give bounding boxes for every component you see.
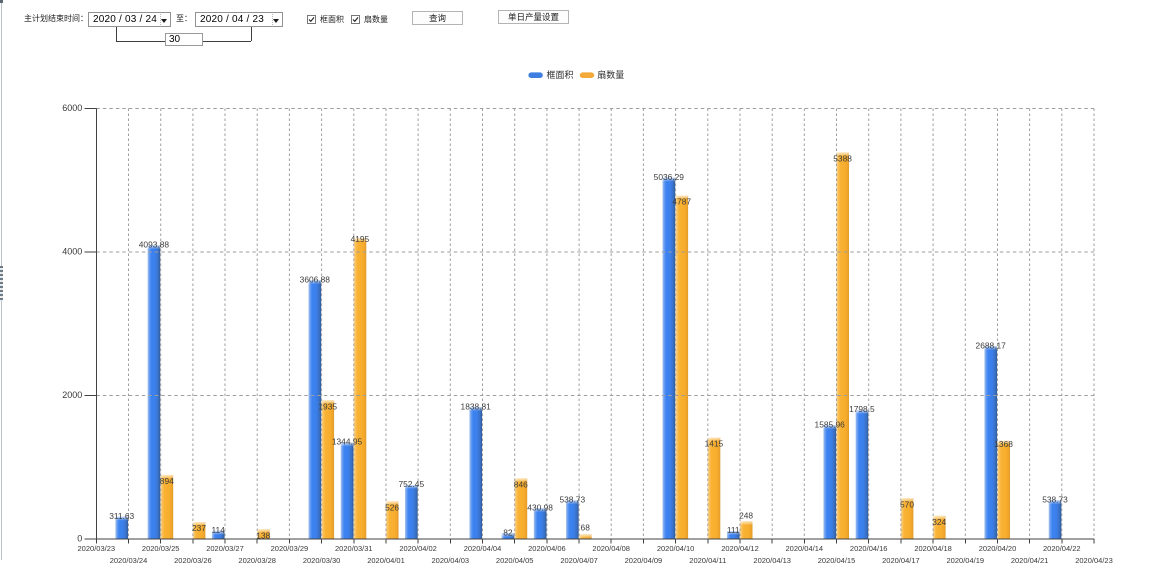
svg-text:2020/04/21: 2020/04/21 <box>1011 556 1049 565</box>
svg-text:2020/04/10: 2020/04/10 <box>657 544 695 553</box>
svg-text:2020/03/28: 2020/03/28 <box>238 556 276 565</box>
svg-text:2020/04/23: 2020/04/23 <box>1075 556 1113 565</box>
svg-text:570: 570 <box>900 499 914 509</box>
svg-text:2020/03/25: 2020/03/25 <box>142 544 180 553</box>
svg-text:2020/04/15: 2020/04/15 <box>818 556 856 565</box>
svg-text:2020/04/02: 2020/04/02 <box>399 544 437 553</box>
svg-text:4195: 4195 <box>351 234 370 244</box>
svg-text:846: 846 <box>514 480 528 490</box>
svg-text:538.73: 538.73 <box>559 495 585 505</box>
svg-text:5036.29: 5036.29 <box>654 172 685 182</box>
svg-text:111: 111 <box>727 525 740 535</box>
svg-text:1368: 1368 <box>994 439 1013 449</box>
svg-text:2020/04/12: 2020/04/12 <box>721 544 759 553</box>
svg-text:2020/04/08: 2020/04/08 <box>592 544 630 553</box>
svg-text:2020/04/07: 2020/04/07 <box>560 556 598 565</box>
svg-text:2020/04/17: 2020/04/17 <box>882 556 920 565</box>
svg-text:430.98: 430.98 <box>527 502 553 512</box>
svg-text:5388: 5388 <box>833 154 852 164</box>
svg-text:2020/03/24: 2020/03/24 <box>110 556 148 565</box>
svg-text:2020/03/31: 2020/03/31 <box>335 544 373 553</box>
svg-text:2020/03/23: 2020/03/23 <box>78 544 116 553</box>
svg-text:1585.96: 1585.96 <box>815 419 846 429</box>
svg-text:6000: 6000 <box>62 103 82 113</box>
svg-text:2688.17: 2688.17 <box>976 340 1007 350</box>
svg-text:框面积: 框面积 <box>547 69 574 80</box>
svg-text:114: 114 <box>212 525 226 535</box>
svg-text:4787: 4787 <box>672 197 691 207</box>
svg-text:2020/03/26: 2020/03/26 <box>174 556 212 565</box>
svg-text:1838.81: 1838.81 <box>461 401 492 411</box>
svg-text:2020/04/11: 2020/04/11 <box>689 556 726 565</box>
svg-text:2020/04/04: 2020/04/04 <box>464 544 502 553</box>
svg-text:68: 68 <box>581 522 591 532</box>
svg-text:1344.95: 1344.95 <box>332 437 363 447</box>
svg-text:752.45: 752.45 <box>398 479 424 489</box>
svg-text:324: 324 <box>932 517 946 527</box>
svg-text:1415: 1415 <box>705 439 724 449</box>
svg-text:2020/04/03: 2020/04/03 <box>432 556 470 565</box>
svg-text:0: 0 <box>77 533 82 543</box>
svg-text:1935: 1935 <box>318 401 337 411</box>
svg-text:526: 526 <box>385 503 399 513</box>
svg-text:894: 894 <box>160 476 174 486</box>
svg-text:2020/04/13: 2020/04/13 <box>753 556 791 565</box>
svg-text:538.73: 538.73 <box>1042 495 1068 505</box>
svg-text:3606.88: 3606.88 <box>300 274 331 284</box>
svg-text:2000: 2000 <box>62 390 82 400</box>
svg-text:扇数量: 扇数量 <box>597 69 624 80</box>
svg-text:2020/04/05: 2020/04/05 <box>496 556 534 565</box>
svg-text:2020/03/30: 2020/03/30 <box>303 556 341 565</box>
svg-text:2020/04/06: 2020/04/06 <box>528 544 566 553</box>
svg-text:82: 82 <box>503 527 513 537</box>
svg-text:2020/04/22: 2020/04/22 <box>1043 544 1081 553</box>
svg-text:2020/04/09: 2020/04/09 <box>625 556 663 565</box>
svg-text:2020/04/16: 2020/04/16 <box>850 544 888 553</box>
svg-text:2020/04/19: 2020/04/19 <box>947 556 985 565</box>
svg-text:248: 248 <box>739 510 753 520</box>
svg-text:311.63: 311.63 <box>109 511 134 521</box>
svg-text:138: 138 <box>256 530 270 540</box>
svg-text:4093.88: 4093.88 <box>139 240 170 250</box>
svg-text:2020/04/14: 2020/04/14 <box>786 544 824 553</box>
svg-text:2020/04/20: 2020/04/20 <box>979 544 1017 553</box>
svg-text:4000: 4000 <box>62 246 82 256</box>
svg-text:2020/04/01: 2020/04/01 <box>367 556 405 565</box>
svg-text:2020/03/27: 2020/03/27 <box>206 544 244 553</box>
svg-text:1798.5: 1798.5 <box>849 404 875 414</box>
svg-text:237: 237 <box>192 523 206 533</box>
svg-text:2020/04/18: 2020/04/18 <box>914 544 952 553</box>
svg-text:2020/03/29: 2020/03/29 <box>271 544 309 553</box>
